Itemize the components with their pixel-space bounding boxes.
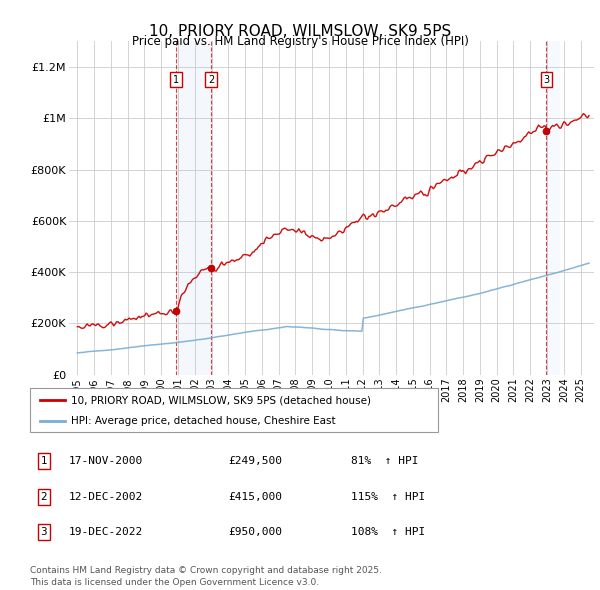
Bar bbox=[546, 41, 560, 375]
FancyBboxPatch shape bbox=[30, 388, 438, 432]
Text: 10, PRIORY ROAD, WILMSLOW, SK9 5PS (detached house): 10, PRIORY ROAD, WILMSLOW, SK9 5PS (deta… bbox=[71, 395, 371, 405]
Text: £415,000: £415,000 bbox=[228, 492, 282, 502]
Text: 1: 1 bbox=[40, 457, 47, 466]
Text: 12-DEC-2002: 12-DEC-2002 bbox=[69, 492, 143, 502]
Text: 17-NOV-2000: 17-NOV-2000 bbox=[69, 457, 143, 466]
Text: HPI: Average price, detached house, Cheshire East: HPI: Average price, detached house, Ches… bbox=[71, 416, 335, 426]
Text: 3: 3 bbox=[40, 527, 47, 537]
Text: 2: 2 bbox=[40, 492, 47, 502]
Text: 81%  ↑ HPI: 81% ↑ HPI bbox=[351, 457, 419, 466]
Text: Contains HM Land Registry data © Crown copyright and database right 2025.
This d: Contains HM Land Registry data © Crown c… bbox=[30, 566, 382, 587]
Text: 19-DEC-2022: 19-DEC-2022 bbox=[69, 527, 143, 537]
Text: 10, PRIORY ROAD, WILMSLOW, SK9 5PS: 10, PRIORY ROAD, WILMSLOW, SK9 5PS bbox=[149, 24, 451, 38]
Bar bbox=[176, 41, 211, 375]
Text: 115%  ↑ HPI: 115% ↑ HPI bbox=[351, 492, 425, 502]
Text: Price paid vs. HM Land Registry's House Price Index (HPI): Price paid vs. HM Land Registry's House … bbox=[131, 35, 469, 48]
Text: 108%  ↑ HPI: 108% ↑ HPI bbox=[351, 527, 425, 537]
Text: 2: 2 bbox=[208, 75, 214, 85]
Text: 1: 1 bbox=[173, 75, 179, 85]
Text: 3: 3 bbox=[544, 75, 550, 85]
Text: £950,000: £950,000 bbox=[228, 527, 282, 537]
Text: £249,500: £249,500 bbox=[228, 457, 282, 466]
